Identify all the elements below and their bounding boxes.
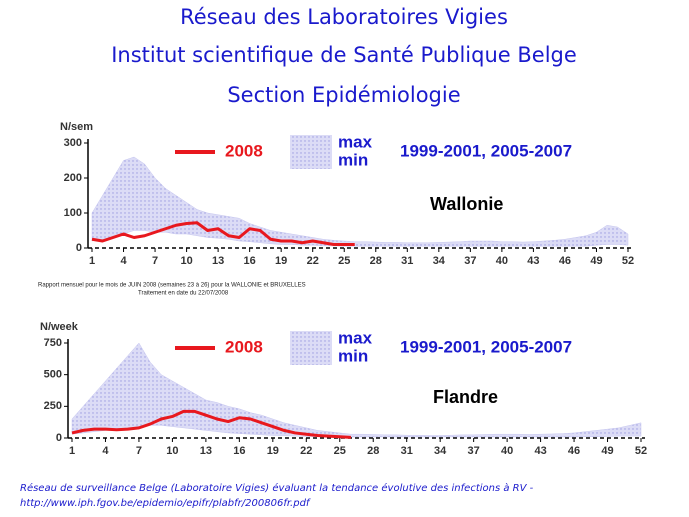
x-tick-label: 19: [267, 445, 279, 457]
footer-line: Réseau de surveillance Belge (Laboratoir…: [20, 482, 534, 494]
x-tick-label: 40: [501, 445, 513, 457]
x-tick-label: 46: [568, 445, 580, 457]
x-tick-label: 25: [334, 445, 346, 457]
x-tick-label: 52: [622, 255, 634, 267]
x-tick-label: 7: [136, 445, 142, 457]
legend-label: max: [338, 132, 373, 151]
header-line: Réseau des Laboratoires Vigies: [180, 5, 508, 29]
x-tick-label: 13: [212, 255, 224, 267]
x-tick-label: 28: [367, 445, 379, 457]
x-tick-label: 40: [496, 255, 508, 267]
y-tick-label: 100: [64, 207, 82, 219]
y-tick-label: 750: [44, 337, 62, 349]
x-tick-label: 4: [102, 445, 109, 457]
x-tick-label: 22: [300, 445, 312, 457]
legend-label: min: [338, 346, 368, 365]
x-tick-label: 7: [152, 255, 158, 267]
range-band: [91, 156, 629, 247]
x-tick-label: 52: [635, 445, 647, 457]
legend-label: 1999-2001, 2005-2007: [400, 337, 572, 356]
header-line: Section Epidémiologie: [227, 83, 460, 107]
legend-label: min: [338, 150, 368, 169]
legend-band-swatch: [290, 331, 332, 365]
y-tick-label: 0: [56, 432, 62, 444]
legend-label: 1999-2001, 2005-2007: [400, 141, 572, 160]
report-note: Traitement en date du 22/07/2008: [138, 291, 229, 297]
y-tick-label: 300: [64, 137, 82, 149]
x-tick-label: 34: [434, 445, 447, 457]
region-label: Flandre: [433, 387, 498, 407]
x-tick-label: 19: [275, 255, 287, 267]
y-tick-label: 500: [44, 369, 62, 381]
y-axis-label: N/week: [40, 321, 79, 333]
x-tick-label: 28: [370, 255, 382, 267]
header-line: Institut scientifique de Santé Publique …: [111, 43, 577, 67]
y-tick-label: 200: [64, 172, 82, 184]
x-tick-label: 49: [590, 255, 602, 267]
x-tick-label: 37: [468, 445, 480, 457]
x-tick-label: 1: [69, 445, 75, 457]
x-tick-label: 1: [89, 255, 95, 267]
x-tick-label: 43: [527, 255, 539, 267]
legend-label: max: [338, 328, 373, 347]
x-tick-label: 13: [200, 445, 212, 457]
x-tick-label: 10: [180, 255, 192, 267]
y-tick-label: 0: [76, 242, 82, 254]
range-band: [71, 342, 642, 438]
y-axis-label: N/sem: [60, 121, 93, 133]
x-tick-label: 16: [233, 445, 245, 457]
legend-label: 2008: [225, 337, 263, 356]
x-tick-label: 4: [120, 255, 127, 267]
y-tick-label: 250: [44, 400, 62, 412]
x-tick-label: 34: [433, 255, 446, 267]
x-tick-label: 37: [464, 255, 476, 267]
x-tick-label: 43: [534, 445, 546, 457]
region-label: Wallonie: [430, 194, 503, 214]
report-note: Rapport mensuel pour le mois de JUIN 200…: [38, 283, 306, 289]
x-tick-label: 46: [559, 255, 571, 267]
series-line: [71, 409, 352, 439]
x-tick-label: 22: [307, 255, 319, 267]
footer-line: http://www.iph.fgov.be/epidemio/epifr/pl…: [20, 498, 311, 509]
series-line: [91, 221, 355, 246]
x-tick-label: 16: [244, 255, 256, 267]
legend-label: 2008: [225, 141, 263, 160]
legend-band-swatch: [290, 135, 332, 169]
x-tick-label: 31: [401, 445, 413, 457]
x-tick-label: 25: [338, 255, 350, 267]
x-tick-label: 49: [601, 445, 613, 457]
x-tick-label: 10: [166, 445, 178, 457]
x-tick-label: 31: [401, 255, 413, 267]
